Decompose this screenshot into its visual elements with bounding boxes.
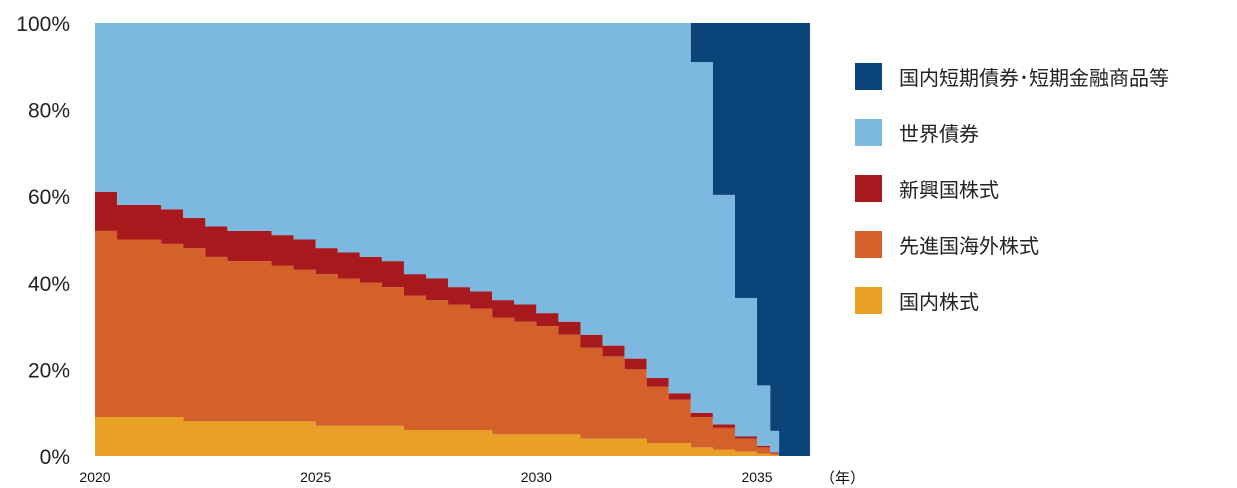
- y-tick-label: 20%: [28, 359, 70, 382]
- x-tick-label: 2030: [521, 469, 552, 485]
- y-tick-label: 100%: [16, 13, 70, 36]
- legend-label: 国内短期債券･短期金融商品等: [899, 65, 1169, 90]
- y-tick-label: 40%: [28, 273, 70, 296]
- legend-item: 先進国海外株式: [855, 216, 1169, 272]
- stacked-areas: [95, 23, 810, 456]
- legend-label: 先進国海外株式: [899, 233, 1039, 258]
- legend-swatch: [855, 174, 882, 202]
- area-series-2: [95, 191, 810, 456]
- legend-item: 国内短期債券･短期金融商品等: [855, 48, 1169, 104]
- x-tick-label: 2035: [741, 469, 772, 485]
- legend-label: 新興国株式: [899, 177, 999, 202]
- legend-label: 国内株式: [899, 289, 979, 314]
- x-tick-label: 2020: [79, 469, 110, 485]
- x-tick-label: 2025: [300, 469, 331, 485]
- area-series-4: [95, 23, 810, 456]
- legend-swatch: [855, 230, 882, 258]
- x-axis-unit-label: （年）: [820, 469, 865, 487]
- area-series-0: [95, 417, 810, 456]
- legend-swatch: [855, 118, 882, 146]
- legend-swatch: [855, 286, 882, 314]
- legend-label: 世界債券: [899, 121, 979, 146]
- legend-swatch: [855, 62, 882, 90]
- legend-item: 国内株式: [855, 272, 1169, 328]
- y-tick-label: 60%: [28, 186, 70, 209]
- legend-item: 新興国株式: [855, 160, 1169, 216]
- legend: 国内短期債券･短期金融商品等 世界債券新興国株式先進国海外株式 国内株式: [855, 48, 1169, 328]
- area-series-3: [95, 23, 810, 456]
- y-tick-label: 0%: [40, 446, 70, 469]
- y-axis-ticks: 0% 20% 40% 60% 80% 100%: [16, 13, 70, 469]
- x-axis-ticks: 2020 2025 2030 2035: [79, 469, 772, 485]
- legend-item: 世界債券: [855, 104, 1169, 160]
- y-tick-label: 80%: [28, 100, 70, 123]
- area-series-1: [95, 230, 810, 456]
